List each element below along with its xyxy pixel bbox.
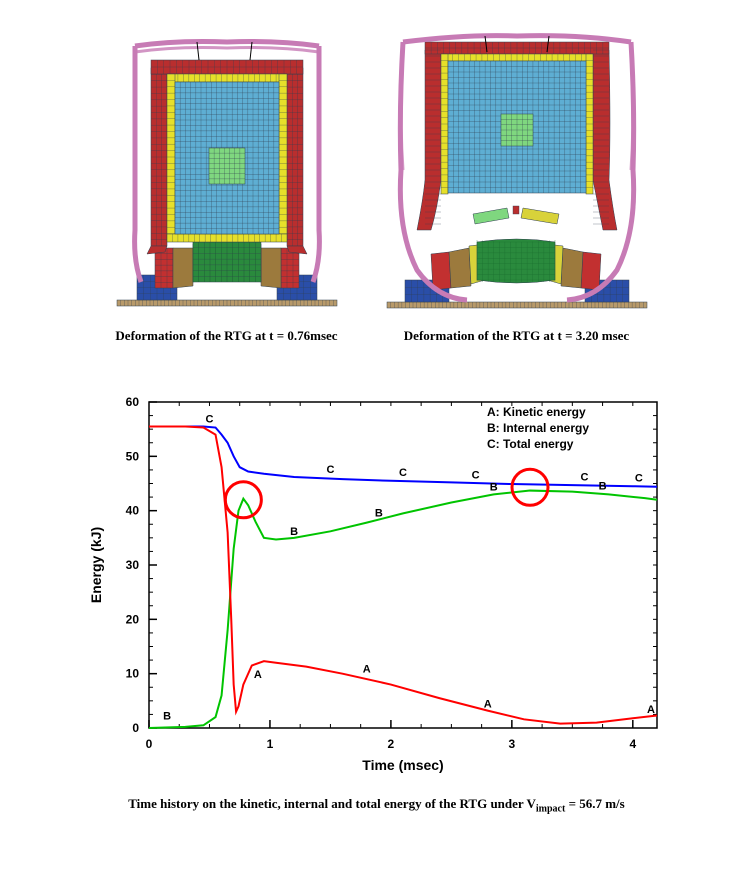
svg-text:C: C <box>326 464 334 476</box>
svg-text:A: A <box>646 704 654 716</box>
diagram-row: Deformation of the RTG at t = 0.76msec D… <box>0 0 753 344</box>
svg-text:C: C <box>580 472 588 484</box>
diagram-right: Deformation of the RTG at t = 3.20 msec <box>377 30 657 344</box>
caption-right-pre: Deformation of the RTG at t = <box>404 328 576 343</box>
diagram-right-svg <box>377 30 657 320</box>
svg-text:A: A <box>483 699 491 711</box>
svg-text:30: 30 <box>125 558 139 572</box>
svg-text:C: C <box>399 467 407 479</box>
bottom-caption-sub: impact <box>536 804 565 815</box>
bottom-caption-pre: Time history on the kinetic, internal an… <box>128 796 536 811</box>
diagram-left-svg <box>97 30 357 320</box>
svg-text:A: Kinetic energy: A: Kinetic energy <box>487 405 586 419</box>
svg-text:B: B <box>598 480 606 492</box>
svg-text:B: B <box>489 481 497 493</box>
svg-text:1: 1 <box>266 737 273 751</box>
svg-text:B: B <box>163 711 171 723</box>
svg-text:60: 60 <box>125 395 139 409</box>
svg-text:B: Internal energy: B: Internal energy <box>487 421 589 435</box>
svg-text:2: 2 <box>387 737 394 751</box>
svg-text:Time (msec): Time (msec) <box>362 757 443 773</box>
svg-text:50: 50 <box>125 449 139 463</box>
caption-left-t: 0.76msec <box>287 328 337 343</box>
bottom-caption-post: = 56.7 m/s <box>565 796 624 811</box>
svg-text:0: 0 <box>132 721 139 735</box>
svg-text:B: B <box>290 526 298 538</box>
caption-left-pre: Deformation of the RTG at t = <box>115 328 287 343</box>
svg-text:4: 4 <box>629 737 636 751</box>
svg-text:C: C <box>471 469 479 481</box>
svg-text:C: Total energy: C: Total energy <box>487 437 574 451</box>
svg-text:C: C <box>205 413 213 425</box>
diagram-left: Deformation of the RTG at t = 0.76msec <box>97 30 357 344</box>
chart-area: 012340102030405060Time (msec)Energy (kJ)… <box>0 384 753 815</box>
svg-text:C: C <box>634 473 642 485</box>
bottom-caption: Time history on the kinetic, internal an… <box>128 796 624 815</box>
svg-text:Energy (kJ): Energy (kJ) <box>88 527 104 603</box>
caption-right: Deformation of the RTG at t = 3.20 msec <box>377 328 657 344</box>
svg-text:20: 20 <box>125 612 139 626</box>
svg-text:A: A <box>362 663 370 675</box>
energy-chart: 012340102030405060Time (msec)Energy (kJ)… <box>77 384 677 784</box>
svg-text:10: 10 <box>125 667 139 681</box>
svg-text:3: 3 <box>508 737 515 751</box>
svg-text:0: 0 <box>145 737 152 751</box>
svg-text:A: A <box>253 669 261 681</box>
caption-left: Deformation of the RTG at t = 0.76msec <box>97 328 357 344</box>
svg-text:40: 40 <box>125 504 139 518</box>
caption-right-t: 3.20 msec <box>576 328 629 343</box>
svg-text:B: B <box>374 507 382 519</box>
